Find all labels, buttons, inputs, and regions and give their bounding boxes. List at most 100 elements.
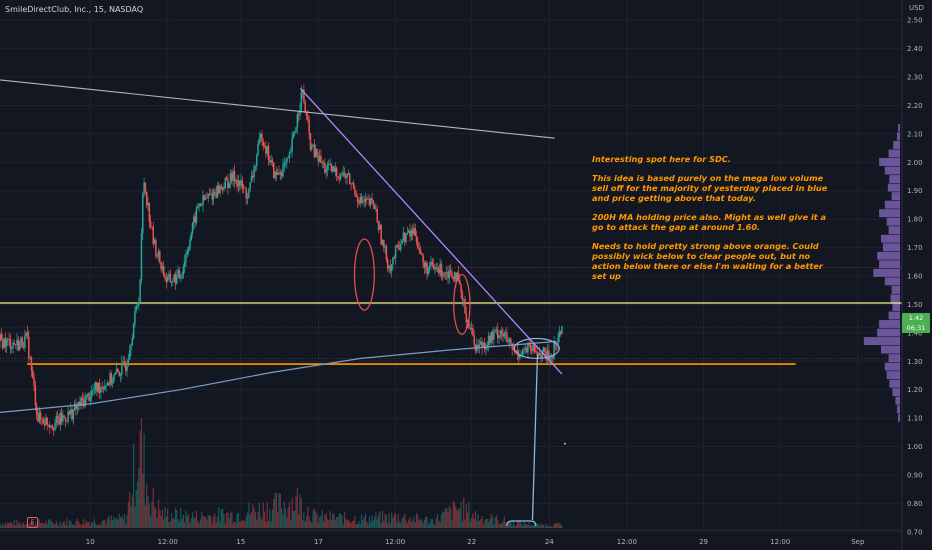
volume-profile-bar xyxy=(886,217,900,226)
volume-bar xyxy=(66,518,68,528)
candle-body xyxy=(143,182,145,195)
volume-bar xyxy=(415,513,418,528)
candle-body xyxy=(219,185,221,194)
volume-bar xyxy=(220,509,222,528)
candle-body xyxy=(335,167,338,177)
volume-bar xyxy=(511,525,513,528)
candle-body xyxy=(440,263,443,277)
volume-bar xyxy=(21,523,23,528)
volume-bar xyxy=(481,515,483,528)
price-tick-label: 1.70 xyxy=(907,244,923,252)
volume-bar xyxy=(151,501,153,528)
volume-bar xyxy=(169,521,171,528)
volume-profile-bar xyxy=(896,132,900,141)
candle-body xyxy=(237,180,240,187)
volume-bar xyxy=(277,511,279,528)
candle-body xyxy=(4,338,6,347)
candle-body xyxy=(79,401,81,406)
candle-body xyxy=(5,339,8,347)
volume-bar xyxy=(210,516,212,528)
candle-body xyxy=(166,277,169,282)
volume-bar xyxy=(460,501,462,528)
volume-bar xyxy=(300,498,302,528)
volume-bar xyxy=(265,521,267,528)
candle-body xyxy=(130,345,132,351)
candle-body xyxy=(362,201,364,203)
grey-trend-line xyxy=(0,79,555,139)
candle-body xyxy=(178,270,181,279)
volume-bar xyxy=(49,519,51,528)
candle-body xyxy=(279,172,282,174)
candle-body xyxy=(462,298,465,300)
volume-bar xyxy=(235,522,237,528)
volume-bar xyxy=(372,520,374,528)
candle-body xyxy=(11,347,13,349)
marker-dot xyxy=(564,442,566,445)
volume-bar xyxy=(136,481,139,528)
annotation-line: This idea is based purely on the mega lo… xyxy=(592,173,828,203)
annotation-line: Needs to hold pretty strong above orange… xyxy=(592,241,823,281)
volume-bar xyxy=(432,523,435,528)
candle-body xyxy=(211,193,213,200)
volume-bar xyxy=(491,516,494,528)
volume-bar xyxy=(19,521,21,528)
volume-bar xyxy=(284,508,287,528)
volume-bar xyxy=(119,517,122,528)
candle-body xyxy=(169,273,172,283)
volume-bar xyxy=(231,511,233,528)
volume-bar xyxy=(319,517,321,528)
volume-bar xyxy=(439,522,441,528)
price-tick-label: 1.10 xyxy=(907,415,923,423)
candle-body xyxy=(504,332,507,334)
candle-body xyxy=(464,298,466,314)
volume-profile-bar xyxy=(898,123,900,132)
candle-body xyxy=(115,368,118,373)
volume-profile-bar xyxy=(892,388,900,397)
earnings-event-badge[interactable]: E xyxy=(27,517,38,528)
candle-body xyxy=(20,337,22,342)
volume-bar xyxy=(342,524,344,528)
candle-body xyxy=(67,411,69,422)
volume-bar xyxy=(173,518,175,528)
volume-bar xyxy=(184,522,186,528)
volume-bar xyxy=(164,507,166,528)
candle-body xyxy=(468,319,470,329)
candle-body xyxy=(441,276,444,277)
candle-body xyxy=(329,163,331,165)
candle-body xyxy=(270,160,272,163)
volume-bar xyxy=(59,521,61,528)
candle-body xyxy=(199,203,202,206)
candle-body xyxy=(316,149,318,158)
volume-bar xyxy=(497,519,499,528)
candle-body xyxy=(536,351,538,355)
volume-bar xyxy=(320,515,322,528)
volume-bar xyxy=(349,521,351,528)
volume-profile-bar xyxy=(884,362,900,371)
volume-bar xyxy=(115,517,118,528)
candle-body xyxy=(69,409,72,414)
volume-bar xyxy=(425,516,427,528)
volume-bar xyxy=(163,519,165,528)
volume-bar xyxy=(413,516,415,528)
candle-body xyxy=(528,344,530,346)
candle-body xyxy=(286,157,288,163)
volume-bar xyxy=(110,515,112,528)
volume-bar xyxy=(60,525,63,528)
candle-body xyxy=(135,306,137,311)
candle-body xyxy=(341,175,343,177)
volume-bar xyxy=(537,523,539,528)
price-tick-label: 2.50 xyxy=(907,17,923,25)
price-tick-label: 0.90 xyxy=(907,471,923,479)
volume-bar xyxy=(418,520,420,528)
candle-body xyxy=(9,339,12,349)
volume-bar xyxy=(127,502,129,528)
candle-body xyxy=(491,332,494,340)
candle-body xyxy=(334,167,337,172)
volume-bar xyxy=(109,520,111,528)
candle-body xyxy=(87,393,89,395)
volume-bar xyxy=(93,519,95,528)
candle-body xyxy=(456,272,458,281)
highlight-ellipse xyxy=(353,238,375,311)
volume-bar xyxy=(8,523,10,528)
